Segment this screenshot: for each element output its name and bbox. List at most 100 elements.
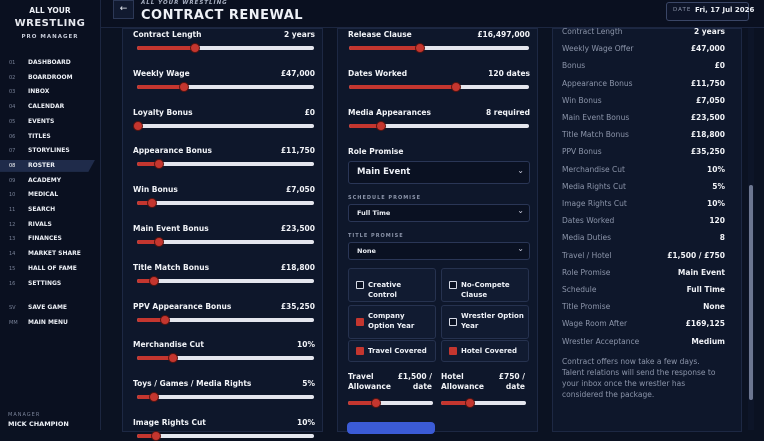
sidebar: ALL YOUR WRESTLING PRO MANAGER MANAGER M… <box>0 0 101 430</box>
checkbox[interactable] <box>356 318 364 326</box>
summary-value: £169,125 <box>685 319 725 329</box>
slider-knob[interactable] <box>154 237 165 247</box>
menu-item[interactable]: 07 STORYLINES <box>0 145 95 157</box>
allowance-label: Travel Allowance <box>348 372 391 391</box>
summary-label: Appearance Bonus <box>562 78 633 88</box>
slider-knob[interactable] <box>371 398 382 408</box>
slider[interactable] <box>349 81 529 92</box>
menu-label: HALL OF FAME <box>28 264 77 272</box>
submit-button[interactable] <box>347 422 435 434</box>
checkbox[interactable] <box>449 347 457 355</box>
slider[interactable] <box>137 198 314 209</box>
term-label: Toys / Games / Media Rights <box>133 379 252 389</box>
slider[interactable] <box>137 431 314 441</box>
slider-knob[interactable] <box>168 353 179 364</box>
slider-knob[interactable] <box>375 120 386 131</box>
term-value: 10% <box>297 340 315 350</box>
slider-knob[interactable] <box>148 392 159 403</box>
summary-value: £11,750 <box>690 78 725 88</box>
checkbox[interactable] <box>449 318 457 326</box>
slider-knob[interactable] <box>465 398 476 408</box>
slider[interactable] <box>137 314 314 325</box>
logo-line: WRESTLING <box>14 18 86 29</box>
option-toggle[interactable]: No-Compete Clause <box>441 268 529 302</box>
slider[interactable] <box>137 43 314 53</box>
dropdown-value: None <box>357 247 376 255</box>
slider[interactable] <box>349 120 529 131</box>
menu-item[interactable]: 01 DASHBOARD <box>0 57 95 69</box>
term-label: Image Rights Cut <box>133 418 206 427</box>
manager-name: MICK CHAMPION <box>8 420 69 428</box>
menu-item[interactable]: 15 HALL OF FAME <box>0 263 95 275</box>
term-label: PPV Appearance Bonus <box>133 301 232 311</box>
system-item[interactable]: MM MAIN MENU <box>0 317 95 329</box>
slider[interactable] <box>137 237 314 247</box>
option-toggle[interactable]: Creative Control <box>348 268 436 302</box>
promise-dropdown[interactable]: Full Time ⌄ <box>348 204 530 222</box>
checkbox[interactable] <box>356 281 364 289</box>
summary-value: 2 years <box>693 27 725 36</box>
menu-item[interactable]: 03 INBOX <box>0 86 95 98</box>
negotiation-panel: Release Clause £16,497,000 Dates Worked 120… <box>337 28 538 432</box>
scrollbar[interactable] <box>748 28 754 430</box>
menu-item[interactable]: 16 SETTINGS <box>0 278 95 290</box>
slider-knob[interactable] <box>148 275 159 286</box>
checkbox[interactable] <box>449 281 457 289</box>
role-dropdown[interactable]: Main Event ⌄ <box>348 161 530 184</box>
slider-knob[interactable] <box>189 43 200 53</box>
summary-label: Weekly Wage Offer <box>562 44 634 54</box>
back-button[interactable]: ← <box>113 0 134 19</box>
dropdown-value: Full Time <box>357 209 391 217</box>
option-toggle[interactable]: Hotel Covered <box>441 340 529 362</box>
slider-knob[interactable] <box>154 159 165 170</box>
slider[interactable] <box>441 398 526 408</box>
menu-item[interactable]: 06 TITLES <box>0 131 95 143</box>
menu-item[interactable]: 13 FINANCES <box>0 233 95 245</box>
slider[interactable] <box>137 81 314 92</box>
slider-fill <box>349 46 420 50</box>
slider-label: Dates Worked <box>348 68 408 78</box>
promise-dropdown[interactable]: None ⌄ <box>348 242 530 260</box>
option-toggle[interactable]: Company Option Year <box>348 305 436 339</box>
term-value: £35,250 <box>280 301 315 311</box>
slider-knob[interactable] <box>147 198 158 209</box>
menu-item[interactable]: 11 SEARCH <box>0 204 95 216</box>
slider[interactable] <box>137 392 314 403</box>
slider-knob[interactable] <box>133 120 143 131</box>
menu-number: 02 <box>9 74 16 81</box>
menu-item[interactable]: 10 MEDICAL <box>0 189 95 201</box>
summary-label: Title Promise <box>562 302 611 312</box>
date-box: DATE Fri, 17 Jul 2026 <box>666 2 754 21</box>
menu-number: 07 <box>9 148 16 155</box>
slider[interactable] <box>349 43 529 53</box>
slider[interactable] <box>133 120 314 131</box>
menu-item[interactable]: 08 ROSTER <box>0 159 95 172</box>
slider-knob[interactable] <box>451 81 462 92</box>
slider[interactable] <box>137 353 314 364</box>
term-value: £23,500 <box>280 224 315 233</box>
slider-knob[interactable] <box>150 431 161 441</box>
option-toggle[interactable]: Wrestler Option Year <box>441 305 529 339</box>
menu-item[interactable]: 14 MARKET SHARE <box>0 248 95 260</box>
option-toggle[interactable]: Travel Covered <box>348 340 436 362</box>
summary-value: 8 <box>719 233 725 243</box>
slider[interactable] <box>137 159 314 170</box>
slider[interactable] <box>137 275 314 286</box>
menu-item[interactable]: 09 ACADEMY <box>0 175 95 187</box>
checkbox[interactable] <box>356 347 364 355</box>
menu-item[interactable]: 02 BOARDROOM <box>0 72 95 84</box>
slider-knob[interactable] <box>159 314 170 325</box>
slider-knob[interactable] <box>179 81 190 92</box>
menu-item[interactable]: 12 RIVALS <box>0 219 95 231</box>
menu-item[interactable]: 05 EVENTS <box>0 116 95 128</box>
menu-label: STORYLINES <box>28 147 70 155</box>
scroll-thumb[interactable] <box>749 185 753 400</box>
menu-label: BOARDROOM <box>28 73 73 81</box>
slider[interactable] <box>348 398 433 408</box>
menu-number: 04 <box>9 104 16 111</box>
slider-knob[interactable] <box>415 43 426 53</box>
menu-number: 16 <box>9 280 16 287</box>
chevron: ⌄ <box>517 244 524 253</box>
menu-item[interactable]: 04 CALENDAR <box>0 101 95 113</box>
system-item[interactable]: SV SAVE GAME <box>0 302 95 314</box>
